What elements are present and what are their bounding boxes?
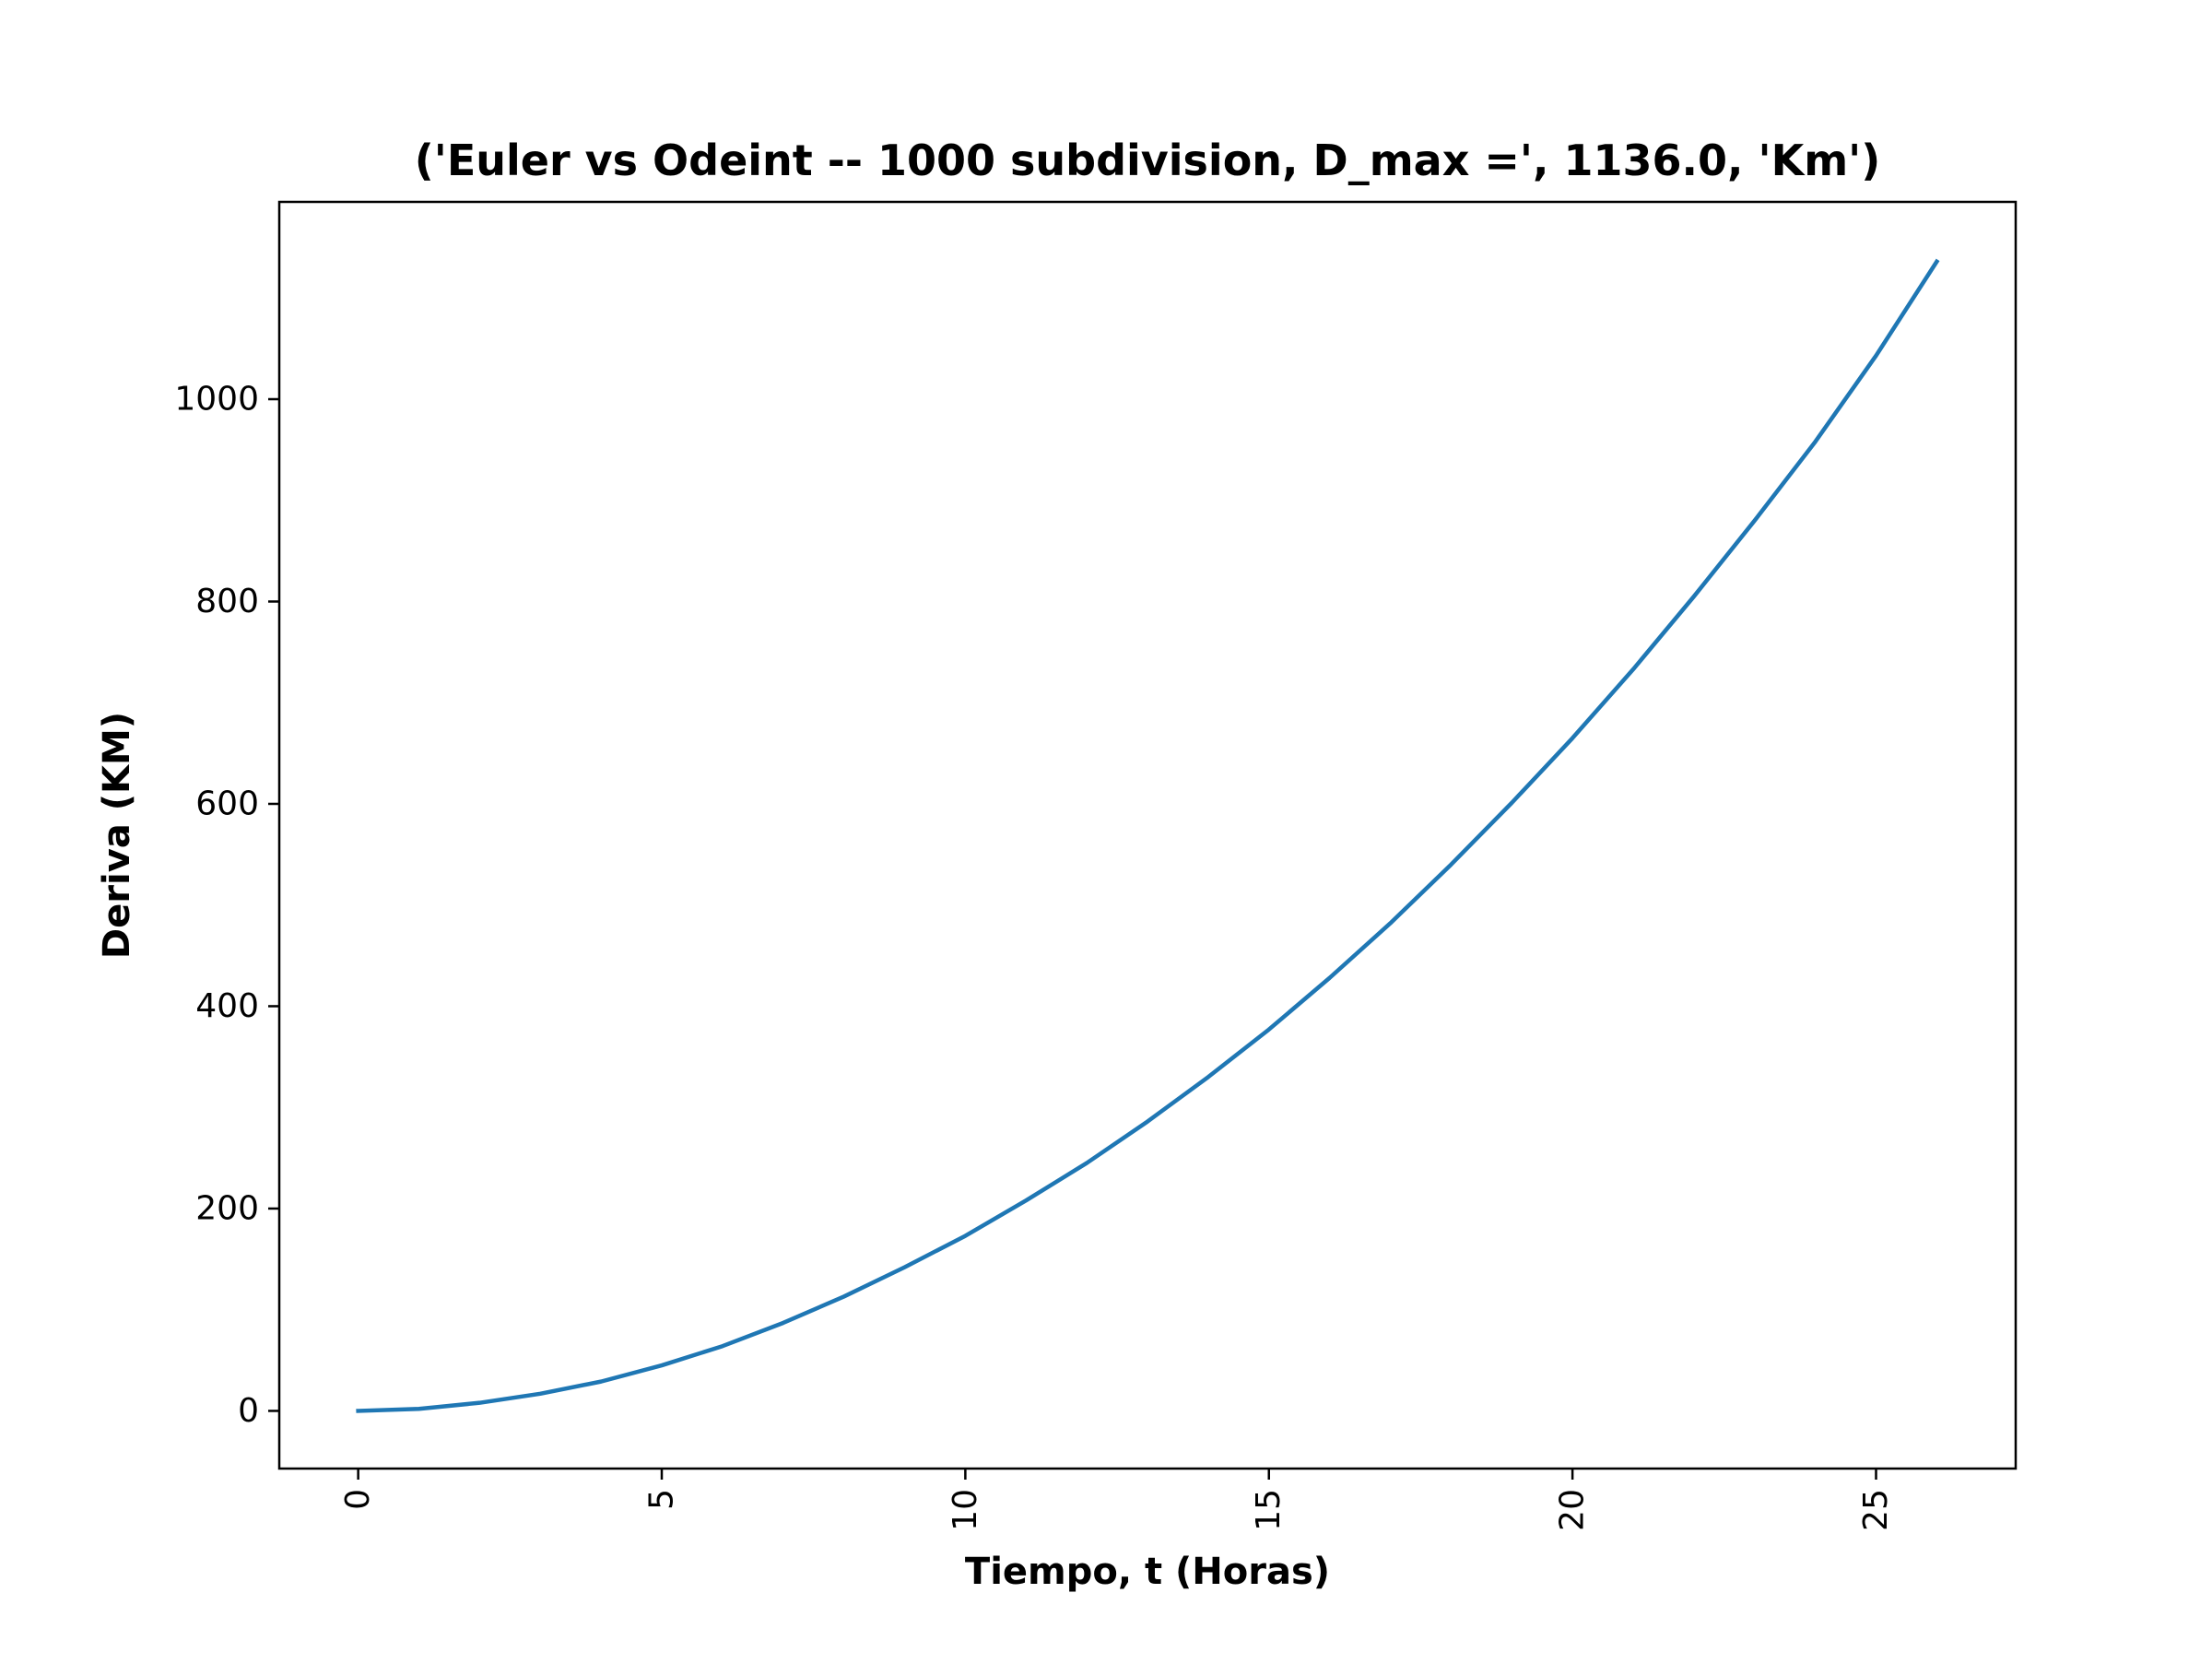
x-tick-label: 0 xyxy=(339,1489,377,1510)
chart-title: ('Euler vs Odeint -- 1000 subdivision, D… xyxy=(415,136,1881,185)
series-line-0 xyxy=(356,258,1940,1413)
y-tick-label: 1000 xyxy=(174,381,259,419)
y-tick-label: 800 xyxy=(195,583,259,620)
x-tick-label: 5 xyxy=(643,1489,681,1510)
x-tick-label: 10 xyxy=(947,1489,984,1531)
x-tick-label: 25 xyxy=(1857,1489,1895,1531)
x-tick-label: 20 xyxy=(1554,1489,1592,1531)
y-tick-label: 0 xyxy=(238,1392,259,1430)
plot-area: 0 5 10 15 20 25 0 200 400 600 800 1000 xyxy=(174,200,2018,1531)
y-axis-label: Deriva (KM) xyxy=(96,712,138,959)
y-tick-label: 400 xyxy=(195,987,259,1025)
axes-frame xyxy=(277,200,2018,1470)
x-axis-label: Tiempo, t (Horas) xyxy=(965,1551,1330,1593)
x-tick-label: 15 xyxy=(1250,1489,1288,1531)
y-tick-label: 600 xyxy=(195,785,259,822)
y-tick-label: 200 xyxy=(195,1189,259,1227)
